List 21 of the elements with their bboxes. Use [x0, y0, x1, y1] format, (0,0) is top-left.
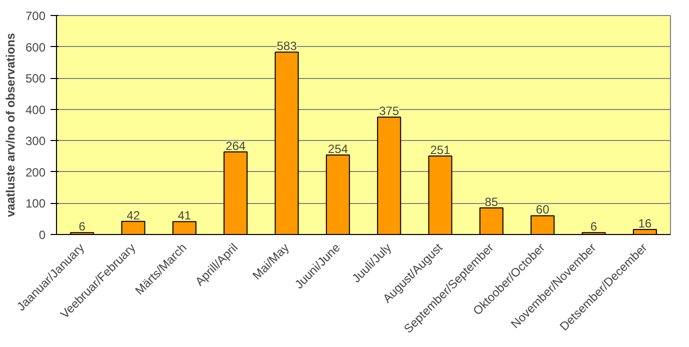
y-tick-label: 700 [25, 9, 46, 23]
y-tick-label: 200 [25, 165, 46, 180]
y-tick-label: 500 [25, 72, 46, 86]
data-label: 6 [590, 220, 598, 234]
data-label: 264 [226, 138, 246, 153]
data-label: 60 [536, 202, 550, 217]
data-label: 41 [178, 208, 192, 223]
data-label: 85 [484, 194, 498, 209]
data-label: 254 [328, 142, 348, 156]
data-label: 583 [276, 39, 298, 54]
data-label: 42 [126, 208, 140, 222]
y-tick-label: 0 [38, 228, 46, 242]
y-tick-label: 100 [25, 196, 46, 211]
data-label: 251 [430, 142, 451, 157]
data-label: 375 [379, 104, 400, 118]
y-tick-label: 300 [25, 134, 46, 148]
data-label: 6 [78, 220, 86, 234]
y-tick-label: 400 [25, 102, 46, 117]
data-label: 16 [638, 216, 652, 230]
y-axis-title: vaatluste arv/no of observations [3, 32, 18, 218]
y-tick-label: 600 [25, 40, 46, 54]
